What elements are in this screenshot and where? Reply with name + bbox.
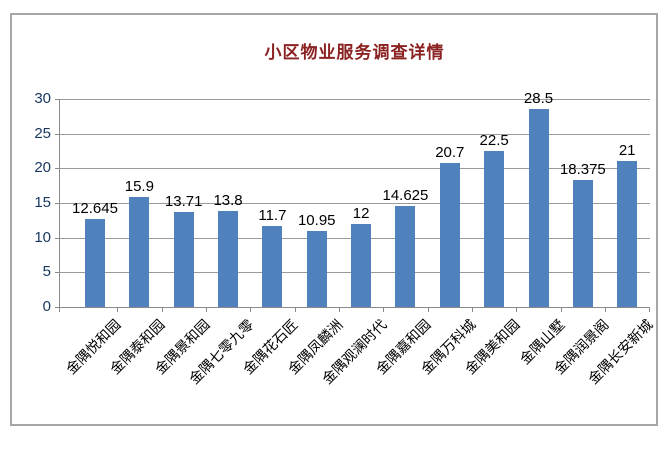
y-axis-tick-label: 0 [42,298,51,315]
bar-value-label: 22.5 [479,132,509,149]
bar [85,219,105,307]
y-axis-tick-label: 30 [34,90,51,107]
x-axis-tick [516,307,518,312]
y-axis-tick [55,99,59,100]
y-axis-tick [55,307,59,308]
bar [439,163,460,307]
bar-value-label: 12.645 [72,200,118,218]
bar [395,205,416,307]
x-axis-line [59,307,650,308]
bar-value-label: 21 [618,142,636,160]
x-axis-tick [161,307,163,312]
bar-value-label: 18.375 [559,160,606,178]
bar [617,161,638,307]
y-axis-tick [55,203,59,204]
bar [351,223,372,307]
bar [528,109,549,307]
bar-value-label: 13.8 [213,192,243,210]
bar [306,231,327,307]
y-axis-tick-label: 10 [34,228,51,246]
chart-frame: 小区物业服务调查详情 0 5 10 15 20 25 30 12.645 金隅悦和园 15.9 金隅… [10,13,658,426]
bar [129,196,150,307]
bar [218,211,239,307]
x-axis-tick [117,307,119,312]
bar [262,225,283,307]
bar-value-label: 13.71 [164,192,203,210]
x-axis-tick [427,307,429,312]
x-axis-tick [250,307,252,312]
bar-value-label: 12 [352,204,370,222]
y-axis-tick-label: 20 [34,159,51,177]
bar [572,179,593,307]
x-axis-tick [605,307,607,312]
bar [173,211,194,307]
y-axis-tick [55,272,59,274]
y-axis-tick [55,168,59,170]
y-axis-line [59,99,60,307]
bar-value-label: 10.95 [297,212,336,230]
gridline [59,133,650,135]
x-axis-tick [383,307,385,312]
x-axis-tick [649,307,651,312]
gridline [59,203,650,204]
x-axis-tick [560,307,562,312]
x-axis-tick [59,307,60,312]
bar-value-label: 20.7 [435,144,465,162]
bar-value-label: 11.7 [258,206,287,224]
gridline [59,99,650,100]
y-axis-tick-label: 15 [34,194,51,211]
gridline [59,168,650,170]
bar-value-label: 14.625 [382,186,429,204]
x-axis-tick [338,307,340,312]
x-axis-tick [205,307,207,312]
x-axis-tick [471,307,473,312]
y-axis-tick-label: 5 [42,263,51,281]
chart-title: 小区物业服务调查详情 [264,43,445,62]
bar-value-label: 15.9 [124,177,154,195]
y-axis-tick [55,133,59,135]
x-axis-tick [294,307,296,312]
y-axis-tick [55,237,59,239]
bar [484,151,505,307]
bar-value-label: 28.5 [523,90,554,108]
y-axis-tick-label: 25 [34,124,51,142]
